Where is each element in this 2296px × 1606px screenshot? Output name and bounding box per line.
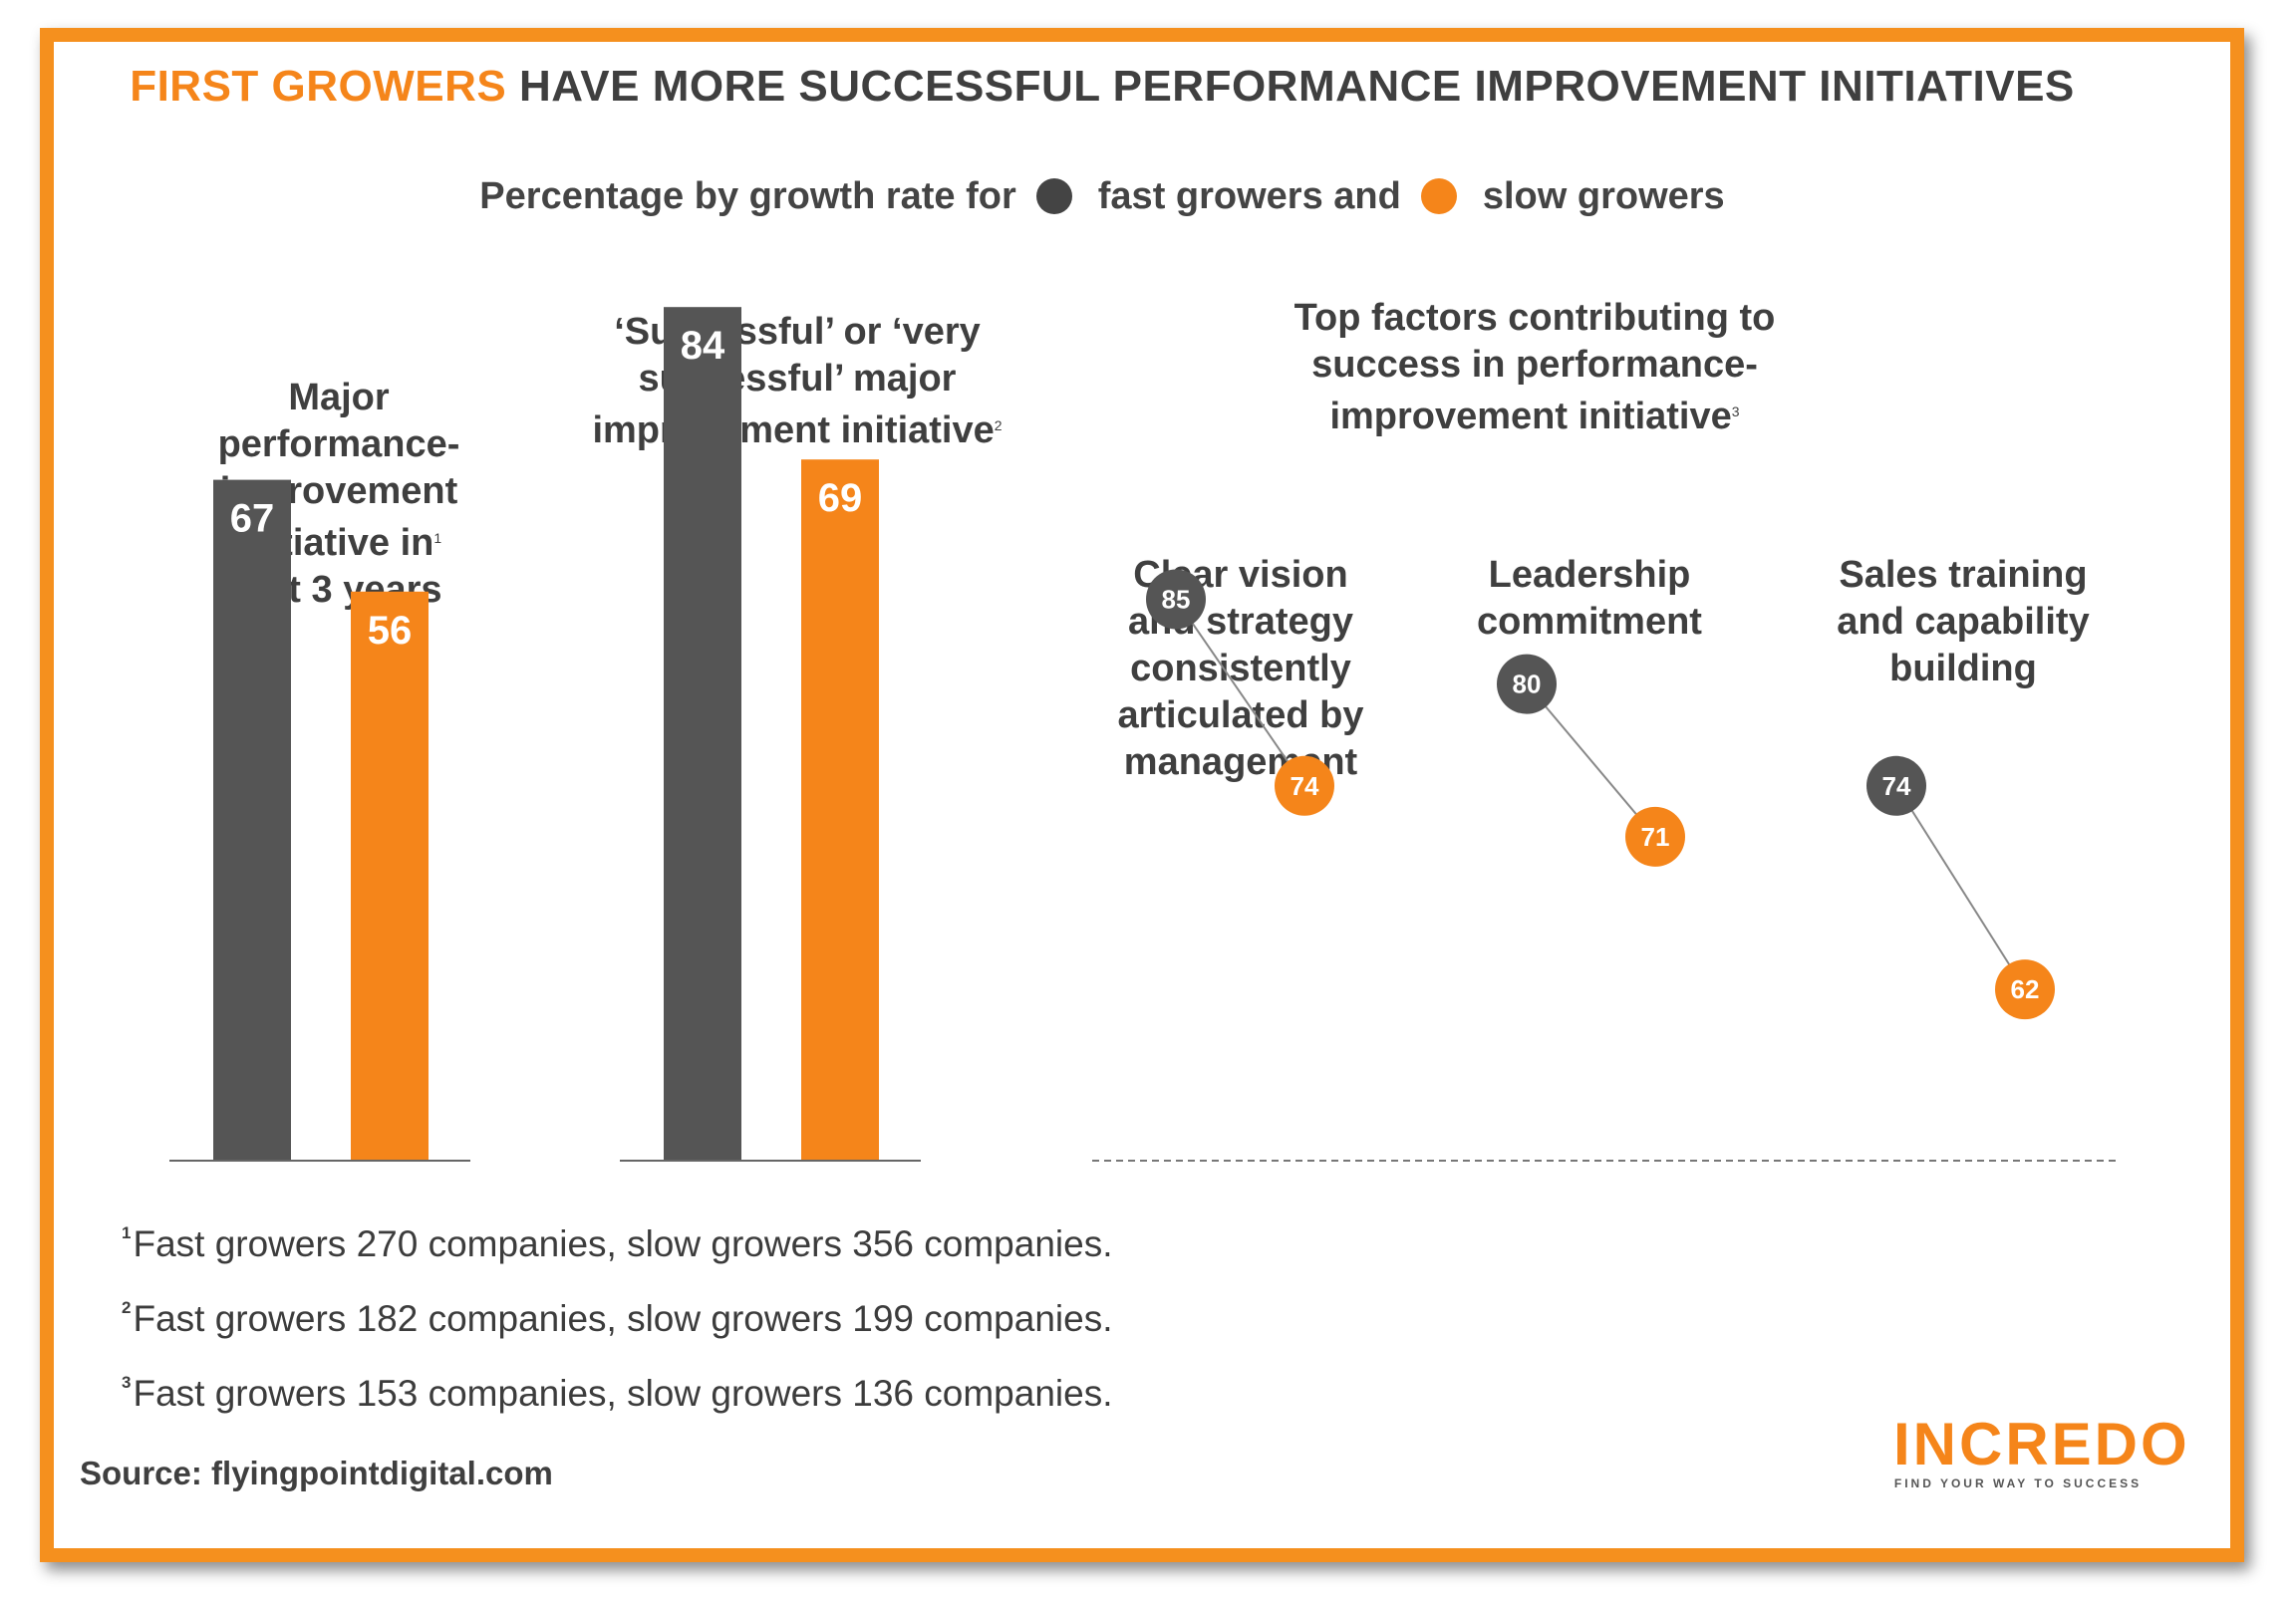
chart2-bar-label-slow: 69 (818, 476, 863, 520)
chart3-title: Top factors contributing to success in p… (1236, 295, 1834, 440)
chart3-footnote-ref: 3 (1731, 403, 1740, 419)
factor-label-line: consistently (1130, 648, 1351, 689)
legend-prefix: Percentage by growth rate for (479, 175, 1016, 217)
footnote-3: 3Fast growers 153 companies, slow grower… (122, 1373, 1113, 1414)
dot-connector (1526, 682, 1656, 838)
dot-connector (1895, 785, 2026, 990)
dot-slow (1625, 806, 1685, 867)
title-highlight: FIRST GROWERS (130, 62, 507, 111)
source-credit: Source: flyingpointdigital.com (80, 1455, 553, 1491)
factor-label-line: building (1889, 648, 2037, 689)
dot-label-slow: 62 (2011, 974, 2040, 1004)
chart2-title-line: improvement initiative2 (592, 409, 1003, 451)
factor-label-line: Sales training (1839, 554, 2088, 596)
chart3-title-line: improvement initiative3 (1329, 396, 1740, 437)
dot-label-slow: 74 (1291, 771, 1319, 801)
dot-slow (1275, 755, 1334, 816)
factor-label-line: commitment (1477, 601, 1702, 643)
chart1-bar-fast (213, 479, 291, 1162)
dot-label-slow: 71 (1641, 822, 1670, 852)
footnotes: 1Fast growers 270 companies, slow grower… (122, 1202, 1112, 1426)
legend-slow-label: slow growers (1482, 175, 1725, 217)
dot-connector (1175, 598, 1305, 787)
chart2-bar-label-fast: 84 (681, 324, 725, 368)
factor-label-line: Leadership (1488, 554, 1691, 596)
chart1-bar-label-fast: 67 (230, 497, 275, 541)
chart2-footnote-ref: 2 (994, 417, 1003, 433)
chart1-bar-slow (351, 591, 429, 1161)
page-title: FIRST GROWERS HAVE MORE SUCCESSFUL PERFO… (0, 62, 2204, 112)
factor-label-line: and capability (1837, 601, 2090, 643)
logo-tagline: FIND YOUR WAY TO SUCCESS (1893, 1476, 2143, 1490)
footnote-2: 2Fast growers 182 companies, slow grower… (122, 1298, 1113, 1339)
dot-fast (1866, 755, 1926, 816)
dot-fast (1146, 569, 1206, 630)
legend-fast-label: fast growers and (1097, 175, 1401, 217)
dot-label-fast: 80 (1513, 669, 1542, 699)
title-rest: HAVE MORE SUCCESSFUL PERFORMANCE IMPROVE… (506, 62, 2075, 111)
chart1-title-line: Major (288, 377, 390, 418)
factor-label-sales-training: Sales training and capability building (1804, 552, 2123, 692)
dot-fast (1497, 654, 1557, 714)
dot-label-fast: 85 (1162, 584, 1191, 614)
legend-slow-dot-icon (1420, 178, 1457, 214)
chart2-bar-slow (801, 459, 879, 1161)
chart1-footnote-ref: 1 (433, 530, 442, 546)
logo-word: INCREDO (1893, 1411, 2190, 1477)
chart1-bar-label-slow: 56 (368, 609, 413, 653)
dot-slow (1995, 959, 2055, 1020)
chart3-title-line: Top factors contributing to (1293, 297, 1776, 339)
legend: Percentage by growth rate for fast grower… (0, 175, 2204, 218)
factor-label-line: articulated by (1117, 694, 1364, 736)
footnote-1: 1Fast growers 270 companies, slow grower… (122, 1223, 1113, 1264)
chart1-title-line: performance- (217, 423, 460, 465)
incredo-logo: INCREDO FIND YOUR WAY TO SUCCESS (1893, 1411, 2190, 1491)
legend-fast-dot-icon (1035, 178, 1072, 214)
factor-label-leadership: Leadership commitment (1435, 552, 1744, 646)
chart2-bar-fast (664, 307, 741, 1161)
chart3-title-line: success in performance- (1311, 344, 1758, 386)
dot-label-fast: 74 (1882, 771, 1911, 801)
